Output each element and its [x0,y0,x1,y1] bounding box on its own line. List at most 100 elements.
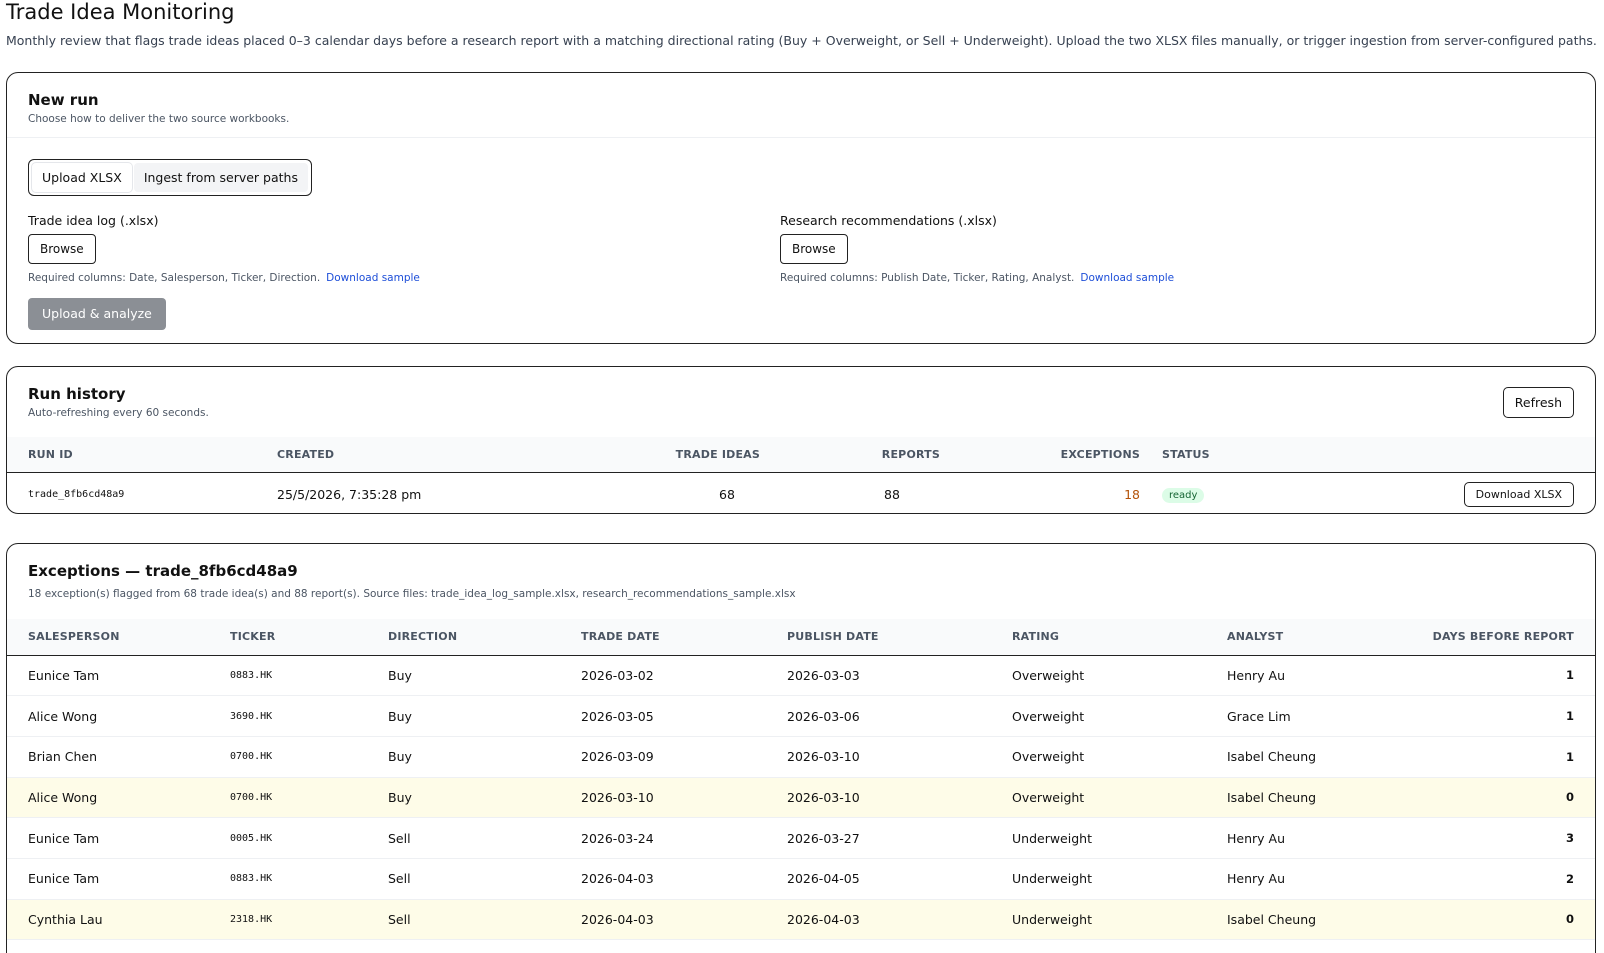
created-cell: 25/5/2026, 7:35:28 pm [277,486,422,502]
trade-date-cell: 2026-04-03 [581,858,787,900]
rating-cell: Underweight [1012,939,1227,953]
ticker-cell: 2318.HK [230,939,388,953]
exceptions-subtitle: 18 exception(s) flagged from 68 trade id… [28,588,796,600]
trade-date-cell: 2026-03-10 [581,777,787,819]
trade-log-browse-button[interactable]: Browse [28,234,96,264]
rating-cell: Overweight [1012,777,1227,819]
run-history-header: Run history Auto-refreshing every 60 sec… [7,367,1595,419]
col-ticker: Ticker [230,619,388,656]
analyst-cell: Isabel Cheung [1227,899,1427,941]
direction-cell: Sell [388,817,581,859]
status-badge: ready [1162,487,1205,503]
trade-ideas-cell: 68 [719,486,735,502]
table-row[interactable]: Cynthia Lau2318.HKSell2026-04-032026-04-… [7,939,1595,953]
publish-date-cell: 2026-03-10 [787,736,1012,778]
new-run-subtitle: Choose how to deliver the two source wor… [28,113,290,125]
reports-cell: 88 [884,486,900,502]
col-days-before-report: Days before report [1427,619,1595,656]
analyst-cell: Grace Lim [1227,695,1427,737]
run-history-title: Run history [28,385,126,403]
analyst-cell: Isabel Cheung [1227,736,1427,778]
new-run-card: New run Choose how to deliver the two so… [6,72,1596,344]
ticker-cell: 0700.HK [230,777,388,819]
col-trade-ideas: Trade ideas [577,437,782,473]
table-header-row: Run ID Created Trade ideas Reports Excep… [7,437,1595,473]
page-description: Monthly review that flags trade ideas pl… [6,33,1597,48]
ticker-cell: 0005.HK [230,817,388,859]
days-before-report-cell: 0 [1427,899,1595,941]
trade-log-help: Required columns: Date, Salesperson, Tic… [28,272,728,284]
rating-cell: Underweight [1012,817,1227,859]
days-before-report-cell: 2 [1427,858,1595,900]
col-created: Created [277,437,577,473]
table-row[interactable]: Eunice Tam 0883.HK Buy 2026-03-02 2026-03-03… [7,655,1595,697]
trade-log-field: Trade idea log (.xlsx) Browse Required c… [28,213,728,284]
trade-date-cell: 2026-03-05 [581,695,787,737]
publish-date-cell: 2026-04-05 [787,858,1012,900]
tab-upload-xlsx[interactable]: Upload XLSX [32,163,132,192]
refresh-button[interactable]: Refresh [1502,387,1574,418]
col-direction: Direction [388,619,581,656]
trade-date-cell: 2026-04-03 [581,939,787,953]
run-history-table: Run ID Created Trade ideas Reports Excep… [7,437,1595,513]
direction-cell: Buy [388,655,581,697]
direction-cell: Sell [388,899,581,941]
download-xlsx-button[interactable]: Download XLSX [1463,481,1574,507]
col-analyst: Analyst [1227,619,1427,656]
direction-cell: Sell [388,858,581,900]
table-row[interactable]: Alice Wong 3690.HK Buy 2026-03-05 2026-03-06… [7,695,1595,737]
exceptions-table: Salesperson Ticker Direction Trade date … [7,619,1595,953]
research-help: Required columns: Publish Date, Ticker, … [780,272,1480,284]
table-row[interactable]: Brian Chen 0700.HK Buy 2026-03-09 2026-03-10… [7,736,1595,778]
ticker-cell: 0700.HK [230,736,388,778]
salesperson-cell: Alice Wong [7,777,230,819]
salesperson-cell: Alice Wong [7,695,230,737]
direction-cell: Buy [388,777,581,819]
research-browse-button[interactable]: Browse [780,234,848,264]
actions-cell: Download XLSX [1362,472,1595,513]
trade-date-cell: 2026-03-24 [581,817,787,859]
research-sample-link[interactable]: Download sample [1080,272,1175,284]
rating-cell: Overweight [1012,736,1227,778]
trade-log-label: Trade idea log (.xlsx) [28,213,159,228]
col-rating: Rating [1012,619,1227,656]
rating-cell: Underweight [1012,899,1227,941]
table-row[interactable]: Eunice Tam 0005.HK Sell 2026-03-24 2026-03-2… [7,817,1595,859]
publish-date-cell: 2026-04-03 [787,899,1012,941]
ticker-cell: 3690.HK [230,695,388,737]
publish-date-cell: 2026-04-04 [787,939,1012,953]
salesperson-cell: Brian Chen [7,736,230,778]
analyst-cell: Henry Au [1227,817,1427,859]
research-label: Research recommendations (.xlsx) [780,213,997,228]
salesperson-cell: Eunice Tam [7,817,230,859]
new-run-header: New run Choose how to deliver the two so… [7,73,1595,138]
analyst-cell: Isabel Cheung [1227,777,1427,819]
salesperson-cell: Eunice Tam [7,655,230,697]
upload-analyze-button[interactable]: Upload & analyze [28,298,166,330]
run-history-card: Run history Auto-refreshing every 60 sec… [6,366,1596,514]
days-before-report-cell: 0 [1427,777,1595,819]
trade-log-help-text: Required columns: Date, Salesperson, Tic… [28,272,321,284]
exceptions-cell: 18 [1124,486,1140,502]
days-before-report-cell: 1 [1427,695,1595,737]
analyst-cell: Henry Au [1227,655,1427,697]
table-row[interactable]: Eunice Tam 0883.HK Sell 2026-04-03 2026-04-0… [7,858,1595,900]
research-field: Research recommendations (.xlsx) Browse … [780,213,1480,284]
analyst-cell: Henry Au [1227,858,1427,900]
trade-log-sample-link[interactable]: Download sample [326,272,420,284]
table-row[interactable]: trade_8fb6cd48a9 25/5/2026, 7:35:28 pm 6… [7,472,1595,513]
trade-date-cell: 2026-03-09 [581,736,787,778]
days-before-report-cell: 1 [1427,736,1595,778]
research-help-text: Required columns: Publish Date, Ticker, … [780,272,1075,284]
status-cell: ready [1162,472,1362,513]
tab-ingest-server-paths[interactable]: Ingest from server paths [133,163,308,192]
col-salesperson: Salesperson [7,619,230,656]
exceptions-title: Exceptions — trade_8fb6cd48a9 [28,562,298,580]
rating-cell: Overweight [1012,655,1227,697]
exceptions-card: Exceptions — trade_8fb6cd48a9 18 excepti… [6,543,1596,953]
run-id-cell: trade_8fb6cd48a9 [28,488,125,500]
delivery-mode-toggle: Upload XLSX Ingest from server paths [28,159,312,196]
salesperson-cell: Cynthia Lau [7,899,230,941]
table-row[interactable]: Alice Wong 0700.HK Buy 2026-03-10 2026-03-10… [7,777,1595,819]
